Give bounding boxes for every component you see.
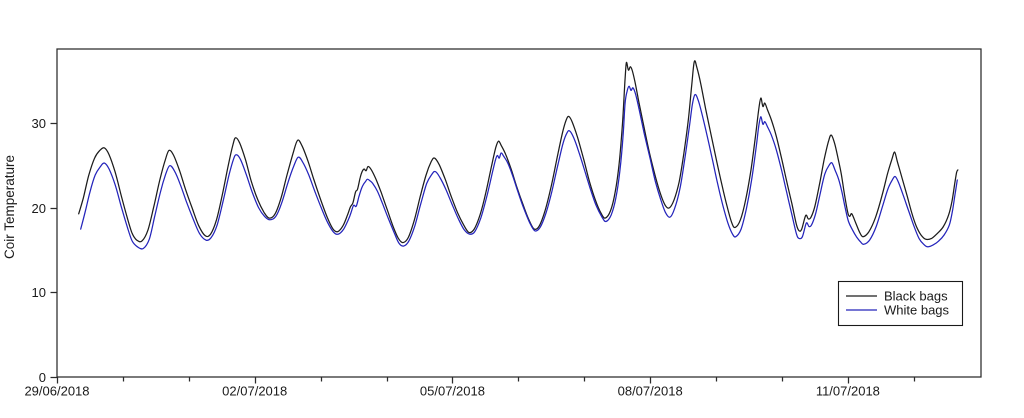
legend-label-black-bags: Black bags bbox=[884, 289, 948, 304]
x-tick-label: 02/07/2018 bbox=[222, 384, 287, 399]
y-tick-label: 30 bbox=[32, 116, 46, 131]
y-tick-label: 0 bbox=[39, 370, 46, 385]
plot-frame bbox=[56, 48, 982, 378]
x-tick-label: 05/07/2018 bbox=[420, 384, 485, 399]
legend-label-white-bags: White bags bbox=[884, 303, 950, 318]
x-tick-label: 08/07/2018 bbox=[618, 384, 683, 399]
legend-box bbox=[837, 280, 964, 327]
y-tick-label: 10 bbox=[32, 285, 46, 300]
white-bags-line bbox=[80, 85, 958, 250]
x-tick-label: 29/06/2018 bbox=[24, 384, 89, 399]
y-tick-label: 20 bbox=[32, 201, 46, 216]
axes-layer: 29/06/2018 02/07/2018 05/07/2018 08/07/2018… bbox=[24, 116, 916, 399]
black-bags-line bbox=[78, 60, 959, 244]
series-lines bbox=[78, 60, 959, 250]
x-tick-label: 11/07/2018 bbox=[816, 384, 880, 399]
y-axis-title: Coir Temperature bbox=[2, 155, 17, 259]
legend: Black bags White bags bbox=[837, 280, 964, 327]
